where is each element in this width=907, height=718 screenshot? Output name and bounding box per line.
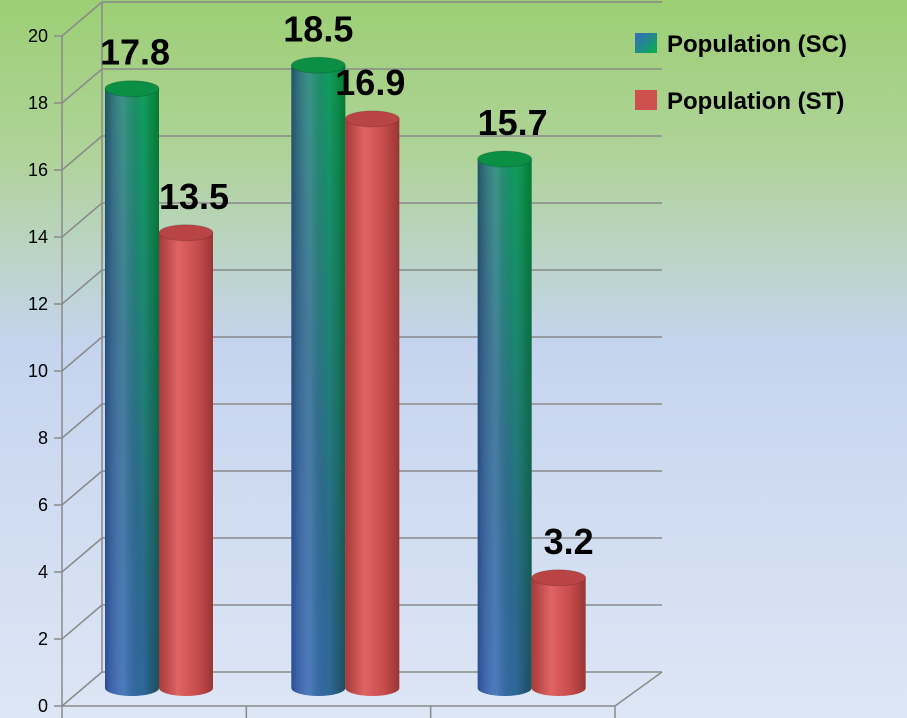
gridline-side bbox=[61, 671, 103, 707]
gridline-side bbox=[61, 470, 103, 506]
y-tick-label: 16 bbox=[28, 160, 48, 180]
bar-top-st-3 bbox=[531, 569, 587, 587]
y-tick-label: 18 bbox=[28, 93, 48, 113]
gridline-side bbox=[61, 269, 103, 305]
bar-top-sc-3 bbox=[477, 150, 533, 168]
gridline-side bbox=[61, 537, 103, 573]
data-label: 15.7 bbox=[478, 102, 548, 143]
data-label: 18.5 bbox=[283, 8, 353, 49]
y-tick-label: 12 bbox=[28, 294, 48, 314]
legend-swatch-sc bbox=[635, 33, 657, 53]
gridline-side bbox=[61, 403, 103, 439]
bar-st-3 bbox=[531, 577, 586, 696]
legend-swatch-st bbox=[635, 90, 657, 110]
bar-top-st-1 bbox=[158, 224, 214, 242]
bar-shade bbox=[105, 88, 159, 696]
data-label: 17.8 bbox=[100, 32, 170, 73]
data-labels: 17.8 13.5 18.5 16.9 15.7 3.2 bbox=[100, 8, 594, 562]
bar-shade bbox=[477, 159, 532, 697]
gridline-side bbox=[61, 604, 103, 640]
bars bbox=[104, 56, 587, 697]
y-tick-label: 2 bbox=[38, 629, 48, 649]
y-tick-label: 4 bbox=[38, 562, 48, 582]
legend: Population (SC) Population (ST) bbox=[635, 31, 847, 115]
gridline-side bbox=[61, 202, 103, 238]
data-label: 16.9 bbox=[335, 62, 405, 103]
y-tick-label: 6 bbox=[38, 495, 48, 515]
bar-top-sc-1 bbox=[104, 80, 160, 98]
y-tick-label: 20 bbox=[28, 26, 48, 46]
gridline-side bbox=[61, 1, 103, 37]
bar-st-1 bbox=[159, 232, 213, 696]
gridline-side bbox=[61, 336, 103, 372]
floor-right-edge bbox=[614, 671, 663, 707]
bar-st-2 bbox=[345, 118, 400, 697]
data-label: 13.5 bbox=[159, 176, 229, 217]
legend-label-st: Population (ST) bbox=[667, 88, 844, 115]
y-tick-label: 10 bbox=[28, 361, 48, 381]
bar-shade bbox=[291, 65, 346, 696]
y-tick-label: 8 bbox=[38, 428, 48, 448]
data-label: 3.2 bbox=[544, 521, 594, 562]
y-tick-label: 14 bbox=[28, 227, 48, 247]
bar-top-st-2 bbox=[344, 110, 400, 128]
legend-label-sc: Population (SC) bbox=[667, 31, 847, 58]
y-tick-label: 0 bbox=[38, 696, 48, 716]
gridline-side bbox=[61, 135, 103, 171]
bar-top-sc-2 bbox=[290, 56, 346, 74]
axes: 0 2 4 6 8 10 12 14 16 18 20 bbox=[28, 26, 663, 718]
gridline-side bbox=[61, 68, 103, 104]
